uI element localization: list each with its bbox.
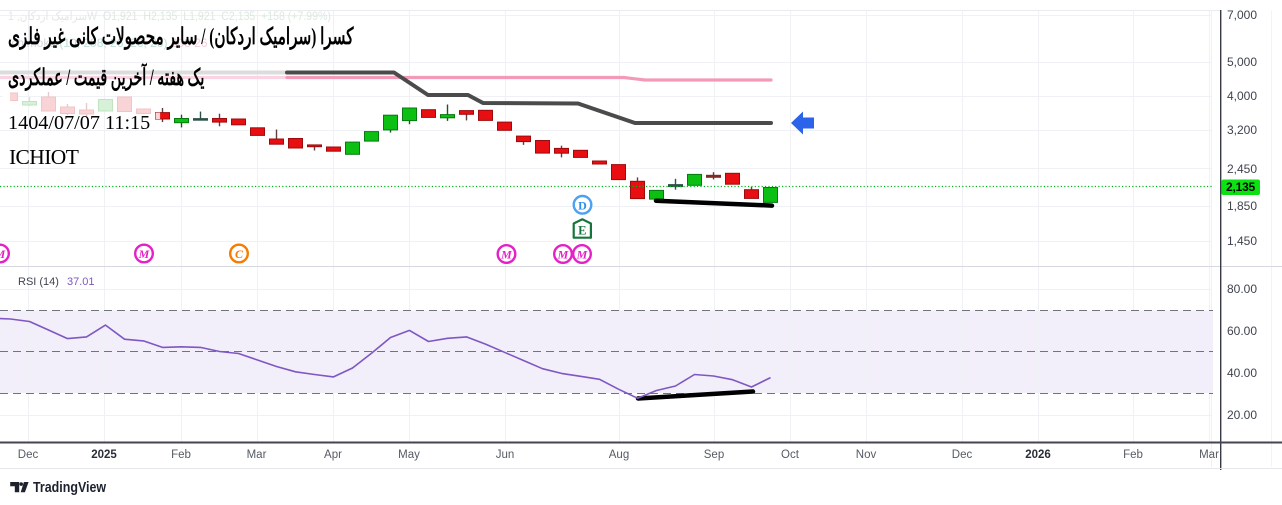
svg-text:M: M <box>0 247 6 261</box>
svg-text:D: D <box>578 198 587 212</box>
svg-text:M: M <box>138 247 150 261</box>
svg-text:M: M <box>557 247 569 261</box>
svg-text:M: M <box>576 247 588 261</box>
svg-text:E: E <box>578 223 586 237</box>
svg-text:C: C <box>235 247 244 261</box>
svg-text:M: M <box>500 247 512 261</box>
